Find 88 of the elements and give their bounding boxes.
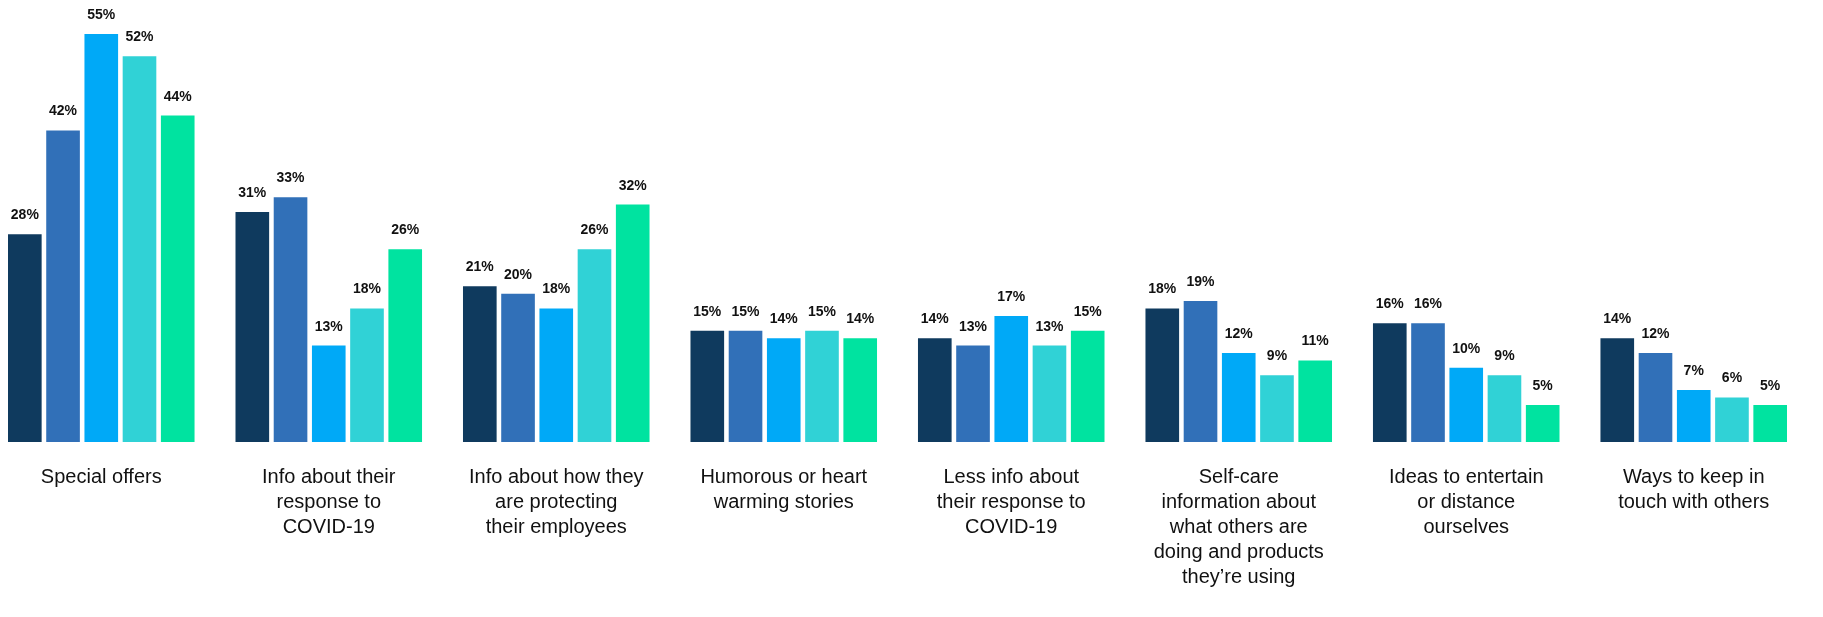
data-label: 14% <box>846 310 875 327</box>
bar <box>994 315 1029 442</box>
bar <box>1298 360 1333 442</box>
data-label: 13% <box>1035 317 1065 334</box>
bar <box>1676 390 1711 442</box>
data-label: 16% <box>1375 295 1405 312</box>
bar <box>160 115 195 442</box>
data-label: 12% <box>1224 324 1254 341</box>
x-tick-label: Less info about their response to COVID-19 <box>936 464 1086 537</box>
data-label: 13% <box>314 317 344 334</box>
x-tick-label: Info about their response to COVID-19 <box>262 464 396 537</box>
bar <box>1715 397 1749 442</box>
bar <box>1221 352 1256 442</box>
data-label: 14% <box>920 310 950 327</box>
data-label: 42% <box>49 102 78 119</box>
bar <box>462 286 497 442</box>
data-label: 10% <box>1452 339 1481 356</box>
data-label: 16% <box>1413 295 1443 312</box>
bar <box>1372 323 1407 442</box>
data-label: 5% <box>1760 376 1781 393</box>
data-label: 15% <box>731 302 761 319</box>
bar <box>1600 338 1635 442</box>
bar <box>1411 323 1445 442</box>
data-label: 5% <box>1532 376 1554 393</box>
bar <box>1145 308 1180 442</box>
data-label: 44% <box>163 87 193 104</box>
x-tick-label: Info about how they are protecting their employees <box>468 464 644 537</box>
data-label: 14% <box>769 310 799 327</box>
bar <box>728 330 763 442</box>
data-label: 55% <box>87 6 116 22</box>
data-label: 28% <box>10 206 40 223</box>
bar <box>917 338 952 442</box>
x-tick-label: Ideas to entertain or distance ourselves <box>1388 464 1544 537</box>
bar <box>615 204 650 442</box>
bar <box>235 212 270 442</box>
bar <box>350 308 384 442</box>
data-label: 31% <box>238 184 267 201</box>
data-label: 6% <box>1721 369 1743 386</box>
bar <box>1070 330 1105 442</box>
data-label: 21% <box>465 258 495 275</box>
data-label: 52% <box>125 28 155 45</box>
bar <box>84 34 119 442</box>
data-label: 17% <box>997 287 1026 304</box>
data-label: 18% <box>1148 280 1177 297</box>
x-tick-label: Special offers <box>40 464 162 487</box>
bar <box>843 338 878 442</box>
data-label: 13% <box>959 317 988 334</box>
bar <box>1449 367 1484 442</box>
data-label: 33% <box>276 169 306 186</box>
data-label: 14% <box>1603 310 1632 327</box>
data-label: 20% <box>504 265 533 282</box>
bar <box>956 345 990 442</box>
data-label: 19% <box>1186 273 1216 290</box>
bar <box>690 330 725 442</box>
bar <box>1032 345 1067 442</box>
bar <box>311 345 346 442</box>
bar <box>805 330 839 442</box>
bar <box>1260 375 1294 442</box>
bar <box>1525 404 1560 442</box>
bar <box>766 338 801 442</box>
data-label: 9% <box>1494 347 1516 364</box>
data-label: 15% <box>1073 302 1103 319</box>
bar <box>8 234 42 442</box>
bar <box>1638 352 1673 442</box>
x-tick-label: Self-care information about what others are doing and products they’re using <box>1153 464 1324 587</box>
bar <box>539 308 574 442</box>
data-label: 18% <box>542 280 571 297</box>
data-label: 9% <box>1266 347 1288 364</box>
bar <box>273 197 308 442</box>
bar <box>46 130 80 442</box>
bar <box>501 293 535 442</box>
data-label: 15% <box>807 302 837 319</box>
bar <box>122 56 157 442</box>
bar <box>1487 375 1522 442</box>
data-label: 26% <box>391 221 420 238</box>
data-label: 15% <box>693 302 722 319</box>
data-label: 11% <box>1301 332 1330 349</box>
data-label: 12% <box>1641 324 1671 341</box>
data-label: 32% <box>618 176 648 193</box>
bar <box>1753 404 1787 442</box>
data-label: 26% <box>580 221 610 238</box>
bar <box>577 249 612 442</box>
data-label: 7% <box>1683 362 1705 379</box>
data-label: 18% <box>352 280 382 297</box>
bar <box>1183 301 1218 442</box>
x-tick-label: Ways to keep in touch with others <box>1618 464 1770 512</box>
x-tick-label: Humorous or heart warming stories <box>700 464 868 512</box>
bar <box>388 249 423 442</box>
